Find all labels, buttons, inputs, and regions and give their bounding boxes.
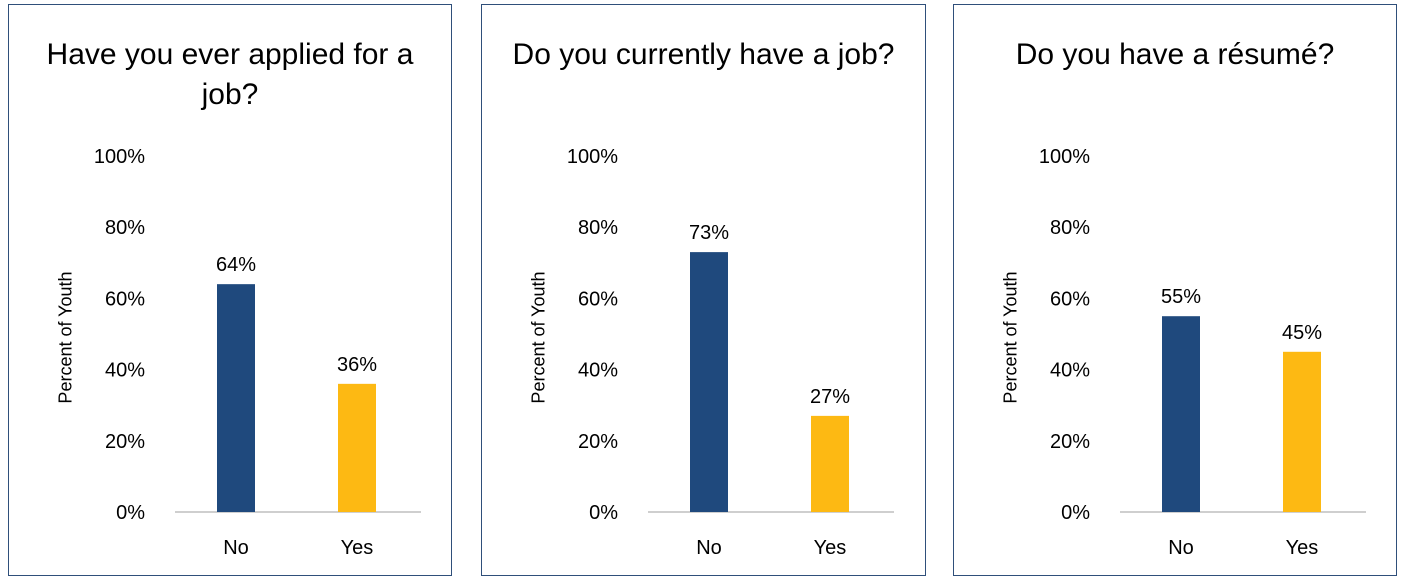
x-tick-label: Yes xyxy=(814,537,847,559)
data-label: 45% xyxy=(1282,322,1322,344)
bar-yes xyxy=(338,383,376,512)
chart-panel-current-job: Do you currently have a job? Percent of … xyxy=(481,4,926,576)
x-tick-label: Yes xyxy=(1286,537,1319,559)
data-label: 55% xyxy=(1161,286,1201,308)
x-tick-label: No xyxy=(696,537,722,559)
y-tick-label: 80% xyxy=(1050,217,1090,239)
data-label: 64% xyxy=(216,254,256,276)
bar-chart: 0% 20% 40% 60% 80% 100% 64% No 36% Yes xyxy=(94,146,421,559)
y-tick-label: 0% xyxy=(589,502,618,524)
y-tick-label: 40% xyxy=(1050,360,1090,382)
bar-no xyxy=(217,284,255,512)
y-tick-label: 40% xyxy=(105,360,145,382)
y-tick-label: 20% xyxy=(105,431,145,453)
y-tick-label: 0% xyxy=(116,502,145,524)
chart-title: Do you currently have a job? xyxy=(512,38,895,71)
bar-no xyxy=(690,252,728,512)
x-tick-label: Yes xyxy=(341,537,374,559)
y-tick-label: 0% xyxy=(1061,502,1090,524)
chart-title: Do you have a résumé? xyxy=(1015,38,1335,71)
y-tick-label: 60% xyxy=(578,288,618,310)
y-tick-label: 20% xyxy=(578,431,618,453)
y-tick-label: 20% xyxy=(1050,431,1090,453)
bar-yes xyxy=(1283,351,1321,512)
bar-chart: 0% 20% 40% 60% 80% 100% 55% No 45% Yes xyxy=(1039,146,1366,559)
y-tick-label: 100% xyxy=(567,146,618,168)
y-tick-label: 80% xyxy=(578,217,618,239)
data-label: 36% xyxy=(337,354,377,376)
y-tick-label: 100% xyxy=(94,146,145,168)
y-tick-label: 60% xyxy=(105,288,145,310)
bar-no xyxy=(1162,316,1200,512)
y-tick-label: 80% xyxy=(105,217,145,239)
chart-panel-resume: Do you have a résumé? Percent of Youth 0… xyxy=(953,4,1397,576)
x-tick-label: No xyxy=(223,537,249,559)
y-tick-label: 40% xyxy=(578,360,618,382)
bar-chart: 0% 20% 40% 60% 80% 100% 73% No 27% Yes xyxy=(567,146,894,559)
chart-title: Have you ever applied for a job? xyxy=(46,38,414,111)
data-label: 73% xyxy=(689,222,729,244)
x-tick-label: No xyxy=(1168,537,1194,559)
data-label: 27% xyxy=(810,386,850,408)
y-tick-label: 60% xyxy=(1050,288,1090,310)
chart-panel-applied: Have you ever applied for a job? Percent… xyxy=(8,4,452,576)
bar-yes xyxy=(811,415,849,512)
y-tick-label: 100% xyxy=(1039,146,1090,168)
